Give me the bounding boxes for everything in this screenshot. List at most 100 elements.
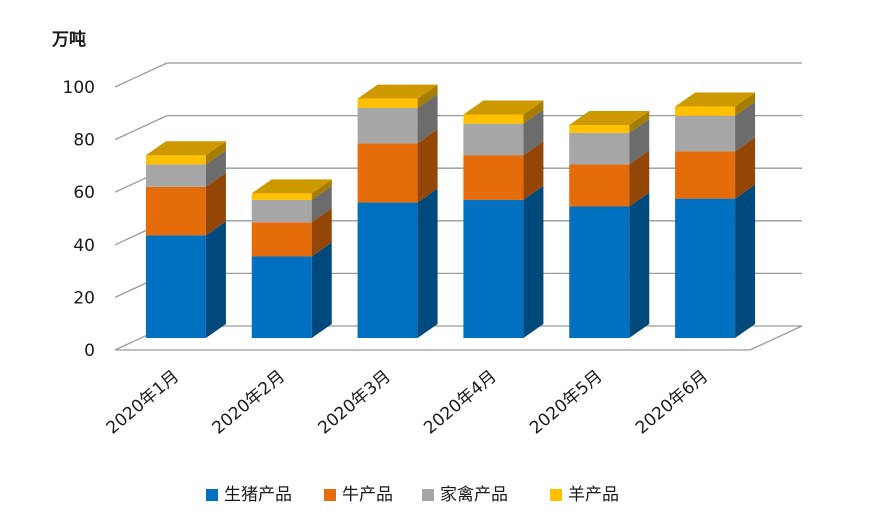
- bar-segment-牛产品-2020年5月: [569, 150, 650, 207]
- bar-segment-羊产品-2020年5月: [569, 110, 650, 133]
- bar-front: [569, 132, 630, 165]
- y-tick-label-60: 60: [73, 183, 95, 203]
- gridline-connector-80: [114, 115, 168, 141]
- bar-front: [569, 124, 630, 133]
- legend-item-3: 家禽产品: [422, 485, 508, 505]
- legend-swatch: [324, 489, 336, 501]
- bar-top: [569, 110, 650, 125]
- bar-side: [629, 118, 650, 165]
- x-tick-label-1: 2020年1月: [103, 367, 183, 439]
- legend-item-4: 羊产品: [550, 485, 619, 505]
- bar-front: [463, 155, 524, 200]
- gridline-connector-100: [114, 62, 168, 88]
- bar-side: [629, 110, 650, 133]
- bar-segment-羊产品-2020年1月: [145, 141, 226, 165]
- bar-side: [311, 242, 332, 338]
- bar-front: [569, 206, 630, 338]
- bar-segment-牛产品-2020年2月: [251, 208, 332, 257]
- bar-segment-牛产品-2020年3月: [357, 129, 438, 203]
- bar-side: [523, 141, 544, 200]
- bar-front: [463, 199, 524, 338]
- bar-side: [735, 101, 756, 152]
- legend-swatch: [422, 489, 434, 501]
- bar-segment-家禽产品-2020年5月: [569, 118, 650, 165]
- bar-segment-羊产品-2020年2月: [251, 179, 332, 200]
- bar-front: [357, 98, 418, 108]
- bar-front: [251, 193, 312, 200]
- bar-front: [251, 256, 312, 338]
- bar-side: [629, 192, 650, 338]
- x-tick-label-3: 2020年3月: [314, 367, 394, 439]
- bar-side: [523, 185, 544, 338]
- legend-item-2: 牛产品: [324, 485, 393, 505]
- bar-side: [735, 137, 756, 199]
- y-tick-label-40: 40: [73, 236, 95, 256]
- bar-stack-2: [251, 179, 332, 338]
- bar-segment-牛产品-2020年4月: [463, 141, 544, 200]
- bar-side: [205, 141, 226, 165]
- legend-swatch: [206, 489, 218, 501]
- y-axis-unit-label: 万吨: [51, 29, 86, 50]
- bar-segment-牛产品-2020年1月: [145, 172, 226, 236]
- bar-side: [205, 221, 226, 338]
- bar-segment-生猪产品-2020年2月: [251, 242, 332, 338]
- bar-front: [145, 155, 206, 165]
- bar-side: [417, 93, 438, 144]
- bar-segment-生猪产品-2020年3月: [357, 188, 438, 338]
- bar-front: [463, 123, 524, 156]
- bar-segment-生猪产品-2020年6月: [675, 184, 756, 338]
- bar-top: [145, 141, 226, 156]
- bar-side: [311, 179, 332, 200]
- y-tick-label-80: 80: [73, 131, 95, 151]
- bar-segment-羊产品-2020年6月: [675, 92, 756, 116]
- bar-front: [675, 106, 736, 116]
- bar-segment-家禽产品-2020年3月: [357, 93, 438, 144]
- x-tick-label-5: 2020年5月: [526, 367, 606, 439]
- bar-segment-家禽产品-2020年2月: [251, 185, 332, 223]
- bar-side: [523, 109, 544, 156]
- bar-stack-3: [357, 84, 438, 338]
- bar-side: [311, 185, 332, 223]
- y-tick-label-100: 100: [63, 78, 95, 98]
- bar-segment-生猪产品-2020年5月: [569, 192, 650, 338]
- bar-front: [145, 235, 206, 338]
- bar-segment-生猪产品-2020年1月: [145, 221, 226, 338]
- bar-side: [417, 129, 438, 203]
- x-tick-label-2: 2020年2月: [209, 367, 289, 439]
- bar-side: [735, 92, 756, 116]
- bar-segment-羊产品-2020年4月: [463, 100, 544, 124]
- bar-top: [357, 84, 438, 99]
- y-tick-label-20: 20: [73, 288, 95, 308]
- bar-side: [205, 172, 226, 236]
- bar-segment-家禽产品-2020年6月: [675, 101, 756, 152]
- legend-label: 羊产品: [568, 485, 619, 505]
- legend: 生猪产品 牛产品 家禽产品 羊产品: [206, 485, 619, 505]
- bar-front: [357, 143, 418, 203]
- bar-side: [311, 208, 332, 257]
- bar-top: [251, 179, 332, 194]
- bar-side: [629, 150, 650, 207]
- bar-stack-6: [675, 92, 756, 338]
- bar-stack-5: [569, 110, 650, 338]
- bar-front: [251, 222, 312, 257]
- bar-front: [357, 107, 418, 144]
- bar-front: [675, 115, 736, 152]
- bar-front: [569, 164, 630, 207]
- bar-side: [205, 150, 226, 187]
- bar-side: [417, 84, 438, 108]
- legend-label: 家禽产品: [440, 485, 508, 505]
- bar-side: [523, 100, 544, 124]
- bar-segment-羊产品-2020年3月: [357, 84, 438, 108]
- x-tick-label-6: 2020年6月: [632, 367, 712, 439]
- bar-front: [145, 186, 206, 236]
- bar-segment-家禽产品-2020年4月: [463, 109, 544, 156]
- bar-side: [735, 184, 756, 338]
- bar-segment-家禽产品-2020年1月: [145, 150, 226, 187]
- bar-front: [357, 202, 418, 338]
- bar-top: [675, 92, 756, 107]
- bar-top: [463, 100, 544, 115]
- legend-item-1: 生猪产品: [206, 485, 292, 505]
- y-tick-label-0: 0: [84, 341, 95, 361]
